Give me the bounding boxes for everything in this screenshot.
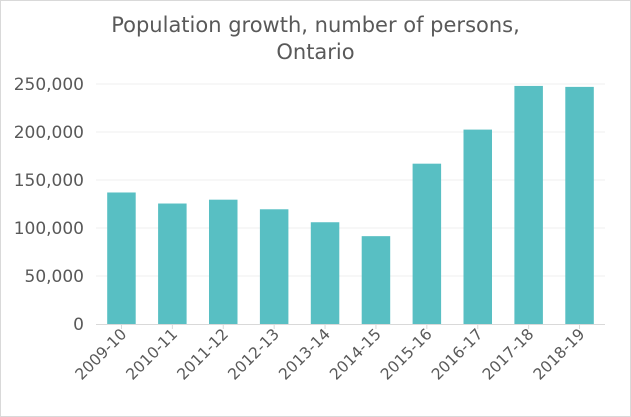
bar bbox=[565, 86, 594, 324]
y-tick-label: 150,000 bbox=[14, 171, 84, 191]
y-tick-label: 200,000 bbox=[14, 123, 84, 143]
x-tick-label: 2012-13 bbox=[224, 325, 283, 384]
y-tick-label: 0 bbox=[73, 315, 84, 335]
chart-title-line-1: Population growth, number of persons, bbox=[111, 13, 520, 37]
bar bbox=[107, 192, 136, 324]
chart-title-line-2: Ontario bbox=[276, 40, 355, 64]
x-tick-label: 2011-12 bbox=[174, 325, 233, 384]
x-tick-label: 2018-19 bbox=[530, 325, 589, 384]
bar bbox=[259, 209, 289, 324]
x-tick-label: 2015-16 bbox=[377, 325, 436, 384]
x-tick-label: 2017-18 bbox=[479, 325, 538, 384]
bar bbox=[208, 199, 238, 324]
bar bbox=[158, 203, 187, 324]
y-tick-label: 50,000 bbox=[25, 267, 84, 287]
chart-title: Population growth, number of persons, On… bbox=[0, 12, 631, 66]
bar bbox=[310, 222, 340, 324]
x-tick-label: 2010-11 bbox=[123, 325, 182, 384]
x-tick-label: 2014-15 bbox=[326, 325, 385, 384]
bar bbox=[412, 163, 442, 324]
bar bbox=[463, 129, 493, 324]
bar bbox=[514, 85, 543, 324]
y-tick-label: 250,000 bbox=[14, 75, 84, 95]
x-tick-label: 2016-17 bbox=[428, 325, 487, 384]
y-tick-label: 100,000 bbox=[14, 219, 84, 239]
x-tick-label: 2013-14 bbox=[275, 325, 334, 384]
bar bbox=[361, 236, 391, 324]
